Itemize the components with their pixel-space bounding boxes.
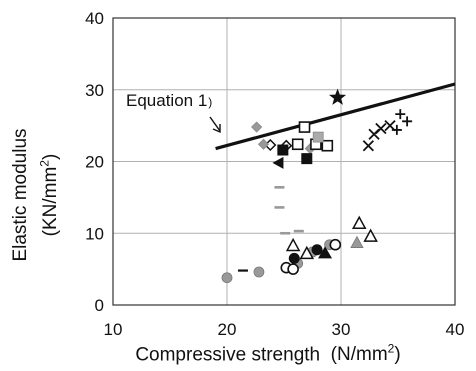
data-point-square xyxy=(321,139,334,152)
y-axis-label-line1: Elastic modulus xyxy=(9,128,31,262)
x-axis-label: Compressive strength (N/mm2) xyxy=(60,342,476,366)
data-point-triangle xyxy=(285,237,301,252)
data-point-square xyxy=(301,153,313,165)
data-point-diamond xyxy=(257,138,270,150)
data-point-triangle xyxy=(363,228,378,242)
data-point-circle xyxy=(253,266,265,278)
data-point-star xyxy=(329,88,347,105)
data-point-square xyxy=(291,138,304,151)
y-tick-label: 40 xyxy=(85,9,104,28)
y-axis-unit: (KN/mm2) xyxy=(37,153,62,237)
data-point-circle xyxy=(329,238,342,251)
data-point-diamond xyxy=(251,121,263,133)
x-tick-label: 40 xyxy=(446,320,465,339)
data-point-circle xyxy=(287,263,299,275)
y-tick-label: 20 xyxy=(85,153,104,172)
data-point-triangle xyxy=(272,156,284,169)
data-point-circle xyxy=(221,272,233,284)
x-tick-label: 10 xyxy=(104,320,123,339)
x-axis-label-text: Compressive strength xyxy=(135,344,321,366)
data-point-plus xyxy=(395,109,406,120)
data-point-cross xyxy=(375,122,387,135)
y-tick-label: 0 xyxy=(95,296,104,315)
data-point-circle xyxy=(311,244,323,256)
data-point-plus xyxy=(402,116,413,127)
equation-arrow xyxy=(209,116,221,132)
equation-arrowhead xyxy=(212,124,221,134)
y-tick-label: 30 xyxy=(85,81,104,100)
data-point-triangle xyxy=(351,215,367,229)
data-point-circle xyxy=(288,252,300,264)
data-point-triangle xyxy=(299,245,315,260)
x-tick-label: 20 xyxy=(218,320,237,339)
y-axis-label: Elastic modulus (KN/mm2) xyxy=(8,95,64,295)
equation-label-suffix: ) xyxy=(208,95,212,109)
equation-label: Equation 1) xyxy=(126,91,212,110)
data-point-triangle xyxy=(318,246,333,259)
x-tick-label: 30 xyxy=(332,320,351,339)
data-point-triangle xyxy=(350,235,364,248)
plot-frame xyxy=(112,17,456,306)
data-point-plus xyxy=(391,124,402,135)
data-point-square xyxy=(277,144,289,156)
y-tick-label: 10 xyxy=(85,224,104,243)
x-axis-unit: (N/mm2) xyxy=(330,342,401,366)
data-point-square xyxy=(298,121,311,133)
equation-line xyxy=(215,82,456,151)
data-point-square xyxy=(312,131,324,143)
data-point-cross xyxy=(362,140,374,152)
data-point-cross xyxy=(384,119,396,132)
